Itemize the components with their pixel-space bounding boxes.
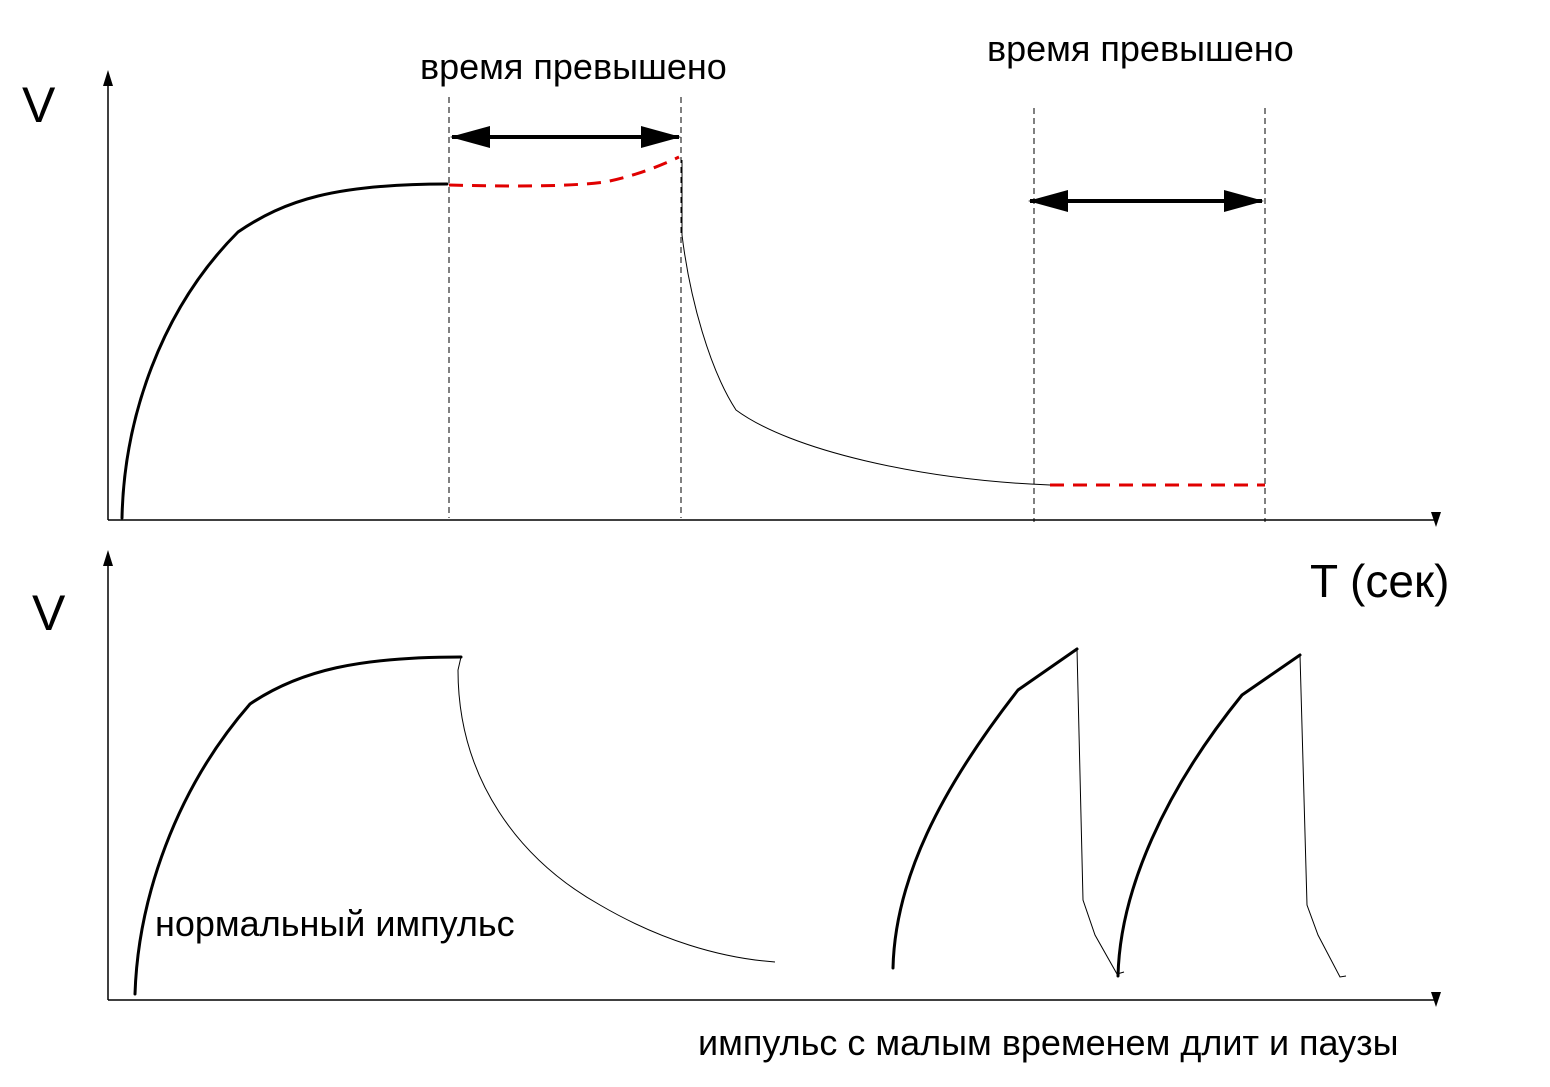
- bottom-panel: V T (сек) нормальный импульс импульс с м…: [32, 550, 1449, 1063]
- bottom-v-axis-arrowhead: [103, 550, 113, 566]
- time-axis-label: T (сек): [1310, 555, 1449, 607]
- short-pulse-label: импульс с малым временем длит и паузы: [698, 1022, 1399, 1063]
- normal-pulse-fall: [457, 656, 776, 963]
- short-pulse-1-fall: [1076, 648, 1125, 975]
- short-pulse-2-rise: [1116, 653, 1302, 978]
- short-pulse-2-fall: [1299, 654, 1347, 978]
- top-v-axis-label: V: [22, 77, 56, 133]
- bottom-time-axis-arrowhead: [1431, 992, 1441, 1007]
- top-rise-curve: [120, 182, 449, 520]
- normal-pulse-label: нормальный импульс: [155, 903, 515, 944]
- top-fall-curve: [681, 160, 1051, 486]
- normal-pulse-rise: [133, 655, 463, 996]
- top-exceeded-segment-1: [448, 155, 680, 188]
- bottom-v-axis-label: V: [32, 585, 66, 641]
- exceeded-label-2: время превышено: [987, 28, 1294, 69]
- top-v-axis-arrowhead: [103, 70, 113, 86]
- short-pulse-1-rise: [891, 647, 1079, 970]
- exceeded-label-1: время превышено: [420, 46, 727, 87]
- top-time-axis-arrowhead: [1431, 512, 1441, 527]
- top-panel: V время превышено время превышено: [22, 28, 1441, 527]
